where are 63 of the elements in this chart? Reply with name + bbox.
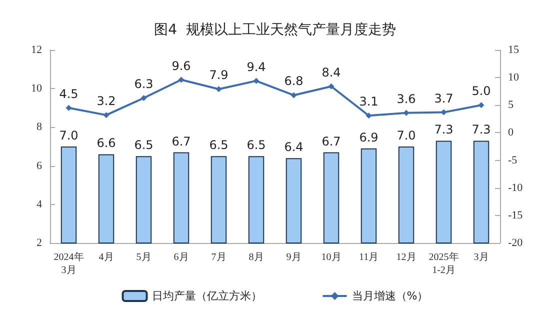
x-tick-label: 6月 [174, 252, 189, 263]
x-tick-label: 9月 [286, 252, 302, 263]
x-tick-label: 5月 [136, 252, 152, 263]
y2-tick-label: -10 [508, 182, 524, 194]
data-label: 7.9 [209, 68, 228, 82]
data-label: 6.7 [322, 134, 341, 148]
data-label: 6.4 [284, 140, 304, 154]
point [253, 78, 260, 84]
data-label: 6.8 [284, 74, 304, 88]
y-tick-label: 10 [31, 82, 42, 95]
point [216, 86, 222, 92]
data-label: 3.7 [434, 91, 454, 106]
legend-label: 日均产量（亿立方米） [152, 290, 262, 302]
data-label: 6.3 [134, 76, 154, 91]
data-label: 4.5 [59, 86, 78, 101]
data-label: 9.6 [172, 58, 191, 73]
y-tick-label: 12 [31, 44, 42, 56]
data-label: 6.5 [246, 138, 266, 152]
y2-tick-label: -15 [508, 209, 524, 222]
x-tick-label: 2025年 1-2月 [428, 251, 459, 276]
point [290, 92, 297, 98]
data-label: 3.2 [96, 94, 116, 108]
data-label: 5.0 [472, 84, 491, 98]
data-label: 3.1 [359, 94, 378, 109]
y-tick-label: 8 [36, 121, 42, 134]
chart-title: 图4 规模以上工业天然气产量月度走势 [154, 22, 396, 38]
y2-tick-label: 0 [508, 126, 514, 139]
data-label: 6.5 [134, 138, 154, 152]
y2-tick-label: -5 [508, 154, 518, 166]
data-label: 9.4 [246, 60, 266, 74]
point [366, 112, 372, 119]
data-label: 3.6 [396, 92, 416, 106]
point [328, 83, 334, 90]
x-tick-label: 12月 [396, 252, 416, 263]
y2-tick-label: 10 [508, 72, 520, 84]
data-label: 6.7 [172, 134, 191, 148]
y2-tick-label: -20 [508, 237, 524, 249]
data-label: 7.3 [472, 122, 491, 137]
point [140, 94, 147, 101]
x-tick-label: 8月 [248, 252, 264, 263]
data-label: 6.9 [359, 130, 378, 144]
point [103, 112, 110, 118]
x-tick-label: 11月 [358, 252, 379, 263]
x-tick-label: 10月 [321, 252, 342, 263]
data-label: 6.6 [96, 136, 116, 150]
x-tick-label: 4月 [98, 252, 114, 263]
x-tick-label: 3月 [474, 252, 489, 263]
x-tick-label: 7月 [211, 252, 226, 263]
y2-tick-label: 15 [508, 44, 520, 56]
x-tick-label: 2024年 3月 [54, 251, 84, 276]
point [66, 104, 72, 111]
y2-tick-label: 5 [508, 99, 514, 112]
y-tick-label: 6 [36, 160, 42, 172]
data-label: 8.4 [322, 65, 341, 80]
data-label: 7.3 [434, 122, 454, 137]
y-tick-label: 2 [36, 237, 42, 249]
point [478, 102, 484, 108]
data-label: 7.0 [59, 128, 78, 142]
legend-label: 当月增速（%） [352, 290, 428, 302]
data-label: 7.0 [396, 128, 416, 142]
data-label: 6.5 [209, 138, 228, 152]
point [178, 76, 184, 83]
y-tick-label: 4 [36, 198, 42, 210]
